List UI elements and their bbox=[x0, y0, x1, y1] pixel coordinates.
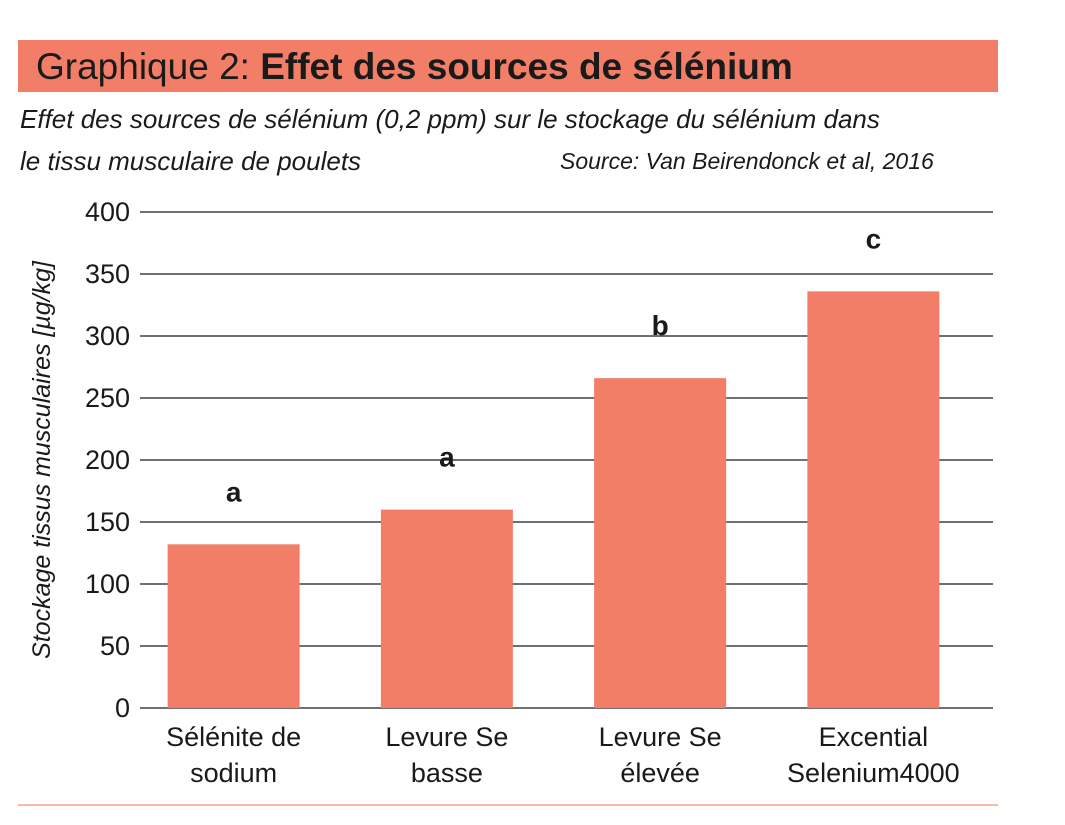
x-tick-label: Levure Se bbox=[385, 722, 508, 752]
title-main: Effet des sources de sélénium bbox=[260, 46, 793, 87]
x-tick-label: Levure Se bbox=[599, 722, 722, 752]
y-tick-label: 50 bbox=[100, 631, 130, 661]
y-tick-label: 150 bbox=[85, 507, 130, 537]
x-tick-label: Excential bbox=[819, 722, 929, 752]
x-tick-label: élevée bbox=[620, 758, 700, 788]
x-tick-label: basse bbox=[411, 758, 483, 788]
title-prefix: Graphique 2: bbox=[36, 46, 250, 87]
bar bbox=[380, 509, 513, 708]
bar bbox=[594, 378, 727, 708]
bottom-divider bbox=[18, 804, 998, 806]
source-note: Source: Van Beirendonck et al, 2016 bbox=[560, 148, 934, 174]
y-tick-label: 0 bbox=[115, 693, 130, 723]
y-tick-label: 300 bbox=[85, 321, 130, 351]
y-tick-label: 100 bbox=[85, 569, 130, 599]
title-banner bbox=[18, 40, 998, 92]
x-tick-label: Selenium4000 bbox=[787, 758, 960, 788]
y-tick-label: 350 bbox=[85, 259, 130, 289]
x-tick-label: Sélénite de bbox=[166, 722, 301, 752]
chart-title: Graphique 2: Effet des sources de séléni… bbox=[36, 43, 793, 91]
x-tick-label: sodium bbox=[190, 758, 277, 788]
y-tick-label: 250 bbox=[85, 383, 130, 413]
bar bbox=[807, 291, 940, 708]
y-tick-label: 400 bbox=[85, 197, 130, 227]
bar bbox=[167, 544, 300, 708]
y-axis-label: Stockage tissus musculaires [µg/kg] bbox=[28, 260, 56, 659]
significance-label: a bbox=[226, 476, 242, 507]
y-tick-label: 200 bbox=[85, 445, 130, 475]
significance-label: b bbox=[652, 310, 669, 341]
subtitle-line-1: Effet des sources de sélénium (0,2 ppm) … bbox=[20, 104, 880, 134]
significance-label: c bbox=[866, 223, 882, 254]
significance-label: a bbox=[439, 442, 455, 473]
subtitle-line-2: le tissu musculaire de poulets bbox=[20, 146, 362, 176]
